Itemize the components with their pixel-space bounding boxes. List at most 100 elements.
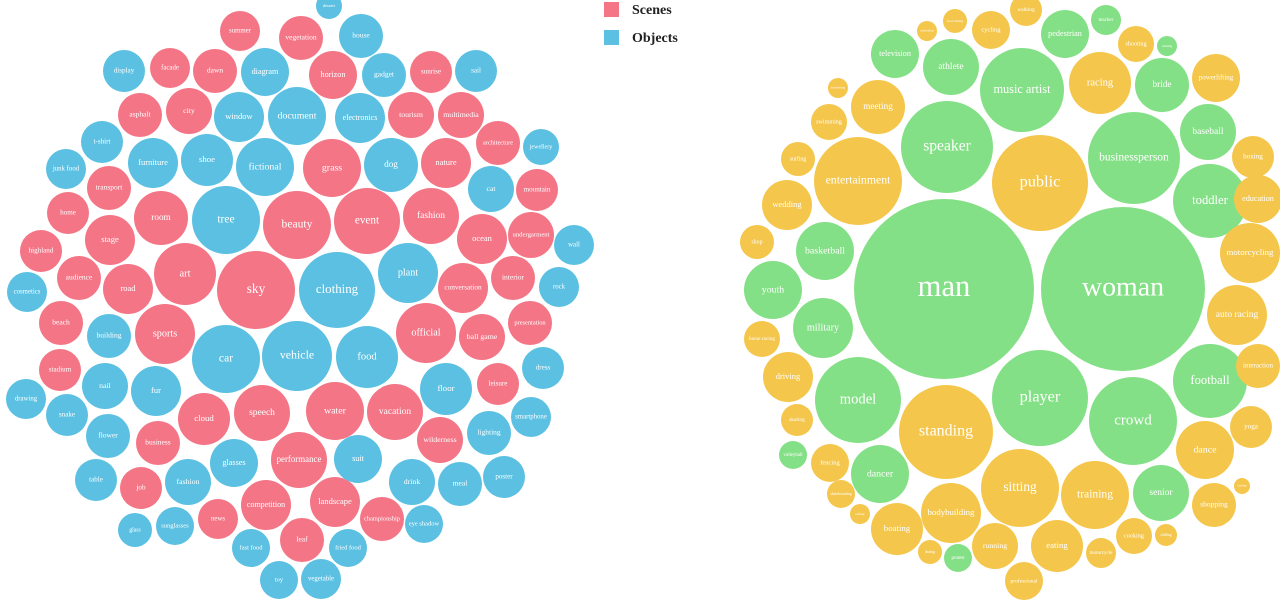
bubble bbox=[192, 186, 260, 254]
bubble bbox=[944, 544, 972, 572]
bubble bbox=[192, 325, 260, 393]
bubble-label: interior bbox=[502, 273, 525, 282]
bubble-label: stadium bbox=[49, 366, 72, 374]
bubble bbox=[815, 357, 901, 443]
bubble bbox=[82, 363, 128, 409]
bubble-label: fencing bbox=[820, 459, 840, 466]
bubble bbox=[1180, 104, 1236, 160]
bubble bbox=[811, 104, 847, 140]
bubble-label: leaf bbox=[296, 535, 308, 544]
bubble bbox=[438, 462, 482, 506]
bubble-label: performance bbox=[277, 454, 322, 464]
bubble-label: t-shirt bbox=[94, 138, 111, 146]
bubble-label: cooking bbox=[1124, 533, 1144, 539]
bubble bbox=[1157, 36, 1177, 56]
bubble-label: table bbox=[89, 476, 103, 484]
bubble-label: basketball bbox=[805, 245, 845, 256]
bubble-label: fashion bbox=[177, 477, 200, 486]
bubble-label: food bbox=[357, 351, 377, 362]
bubble bbox=[438, 92, 484, 138]
bubble bbox=[20, 230, 62, 272]
bubble-label: teacher bbox=[1099, 17, 1114, 23]
bubble-label: beauty bbox=[282, 218, 313, 231]
bubble-label: vehicle bbox=[280, 348, 314, 362]
bubble-label: job bbox=[135, 484, 146, 492]
bubble bbox=[1135, 58, 1189, 112]
bubble bbox=[1133, 465, 1189, 521]
bubble-label: meeting bbox=[863, 101, 893, 111]
bubble bbox=[217, 251, 295, 329]
bubble-label: businessperson bbox=[1099, 152, 1169, 164]
bubble-label: crowd bbox=[1114, 412, 1152, 428]
bubble bbox=[334, 435, 382, 483]
bubble bbox=[491, 256, 535, 300]
bubble bbox=[420, 363, 472, 415]
bubble-label: fashion bbox=[417, 210, 445, 221]
bubble-label: auto racing bbox=[1216, 310, 1259, 320]
bubble-label: eye shadow bbox=[409, 520, 440, 527]
legend-label: Objects bbox=[632, 31, 678, 46]
bubble-label: skating bbox=[789, 417, 805, 423]
bubble-label: competition bbox=[247, 500, 285, 509]
bubble-label: highland bbox=[29, 247, 54, 255]
bubble bbox=[1155, 524, 1177, 546]
bubble bbox=[81, 121, 123, 163]
bubble-label: fast food bbox=[240, 544, 264, 551]
bubble-label: public bbox=[1020, 172, 1061, 191]
bubble bbox=[334, 188, 400, 254]
bubble-label: jewellery bbox=[529, 144, 554, 150]
bubble bbox=[1192, 483, 1236, 527]
bubble-label: protest bbox=[951, 556, 965, 561]
bubble bbox=[1176, 421, 1234, 479]
bubble-label: military bbox=[807, 322, 840, 333]
bubble-label: rock bbox=[553, 284, 566, 291]
bubble-label: fur bbox=[151, 385, 161, 395]
bubble-label: furniture bbox=[138, 157, 168, 167]
bubble-label: celebration bbox=[920, 29, 935, 33]
bubble bbox=[554, 225, 594, 265]
bubble bbox=[421, 138, 471, 188]
bubble bbox=[214, 92, 264, 142]
bubble-label: dessert bbox=[323, 3, 336, 8]
bubble-label: landscape bbox=[318, 496, 352, 506]
bubble-label: shopping bbox=[1200, 500, 1228, 509]
bubble-label: motorcycle bbox=[1090, 550, 1114, 556]
bubble-label: sunrise bbox=[421, 68, 441, 76]
bubble bbox=[378, 243, 438, 303]
bubble bbox=[508, 212, 554, 258]
bubble-label: plant bbox=[398, 267, 419, 278]
bubble bbox=[181, 134, 233, 186]
bubble-label: business bbox=[145, 438, 171, 447]
bubble bbox=[131, 366, 181, 416]
bubble-label: running bbox=[983, 541, 1007, 550]
bubble-label: house bbox=[352, 31, 370, 40]
bubble bbox=[128, 138, 178, 188]
bubble bbox=[118, 513, 152, 547]
bubble-label: boxing bbox=[1243, 153, 1263, 161]
bubble bbox=[981, 449, 1059, 527]
bubble bbox=[811, 444, 849, 482]
bubble bbox=[310, 477, 360, 527]
bubble bbox=[57, 256, 101, 300]
bubble-label: shooting bbox=[1126, 41, 1147, 47]
bubble-label: standing bbox=[919, 423, 973, 440]
bubble bbox=[899, 385, 993, 479]
bubble-label: racing bbox=[1087, 77, 1114, 88]
bubble-label: toddler bbox=[1192, 193, 1228, 207]
bubble bbox=[405, 505, 443, 543]
bubble bbox=[1220, 223, 1280, 283]
bubble bbox=[87, 314, 131, 358]
bubble-label: drink bbox=[404, 477, 421, 486]
bubble bbox=[850, 504, 870, 524]
bubble-label: cycling bbox=[981, 26, 1001, 33]
bubble-label: ball game bbox=[467, 332, 498, 341]
bubble bbox=[364, 138, 418, 192]
bubble-label: dress bbox=[536, 364, 551, 372]
bubble-label: vegetable bbox=[308, 576, 334, 583]
bubble bbox=[483, 456, 525, 498]
bubble-label: baseball bbox=[1192, 127, 1223, 137]
bubble-label: car bbox=[219, 352, 233, 365]
bubble-label: diagram bbox=[252, 67, 279, 76]
bubble-label: wall bbox=[568, 242, 580, 249]
